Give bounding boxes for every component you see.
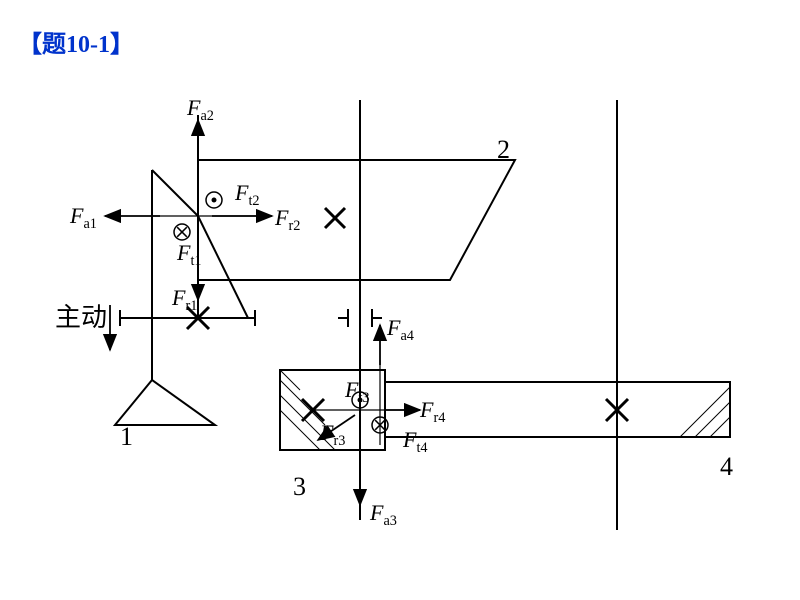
Fa4: Fa4 (386, 315, 414, 344)
diagram-canvas: Fa2Ft2Fa1Fr2Ft1Fr1Fa4Ft3Fr4Fr3Ft4Fa31234… (0, 0, 800, 600)
Fr1: Fr1 (171, 285, 197, 314)
Ft2: Ft2 (234, 180, 260, 209)
Fr4: Fr4 (419, 397, 445, 426)
title-text: 【题10-1】 (18, 32, 134, 58)
gear-number: 3 (293, 472, 306, 501)
Fr2: Fr2 (274, 205, 300, 234)
Fa2: Fa2 (186, 95, 214, 124)
problem-title: 【题10-1】 (18, 24, 134, 59)
Ft3: Ft3 (344, 377, 370, 406)
gear-number: 4 (720, 452, 733, 481)
gear-number: 2 (497, 135, 510, 164)
gear-number: 1 (120, 422, 133, 451)
driver-label: 主动 (55, 303, 107, 332)
Fa3: Fa3 (369, 500, 397, 529)
Ft4: Ft4 (402, 427, 428, 456)
Fa1: Fa1 (69, 203, 97, 232)
